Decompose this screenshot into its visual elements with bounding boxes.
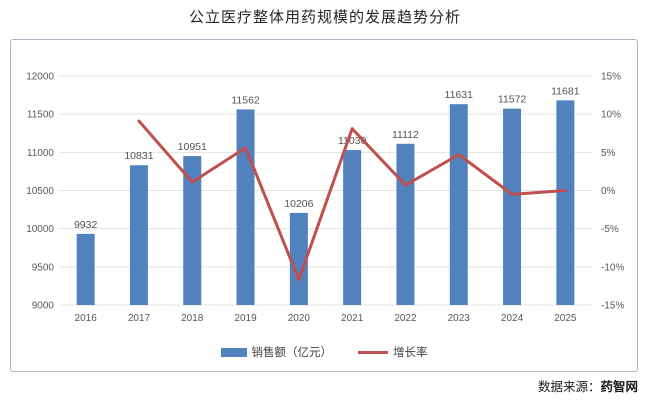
right-axis-tick: 5%	[601, 148, 616, 159]
bar-value-label: 10206	[284, 198, 313, 210]
x-axis-label: 2025	[554, 313, 577, 324]
data-source-prefix: 数据来源：	[537, 380, 601, 394]
bar-2025	[556, 100, 575, 305]
left-axis-tick: 11000	[27, 148, 55, 159]
combo-chart: 9000 -15% 9500 -10% 10000 -5% 10500 0% 11000 5% 11…	[26, 72, 624, 325]
left-axis-tick: 9500	[32, 262, 55, 273]
growth-rate-line	[137, 119, 567, 282]
x-axis-label: 2022	[394, 313, 417, 324]
bar-value-label: 10831	[124, 150, 153, 162]
bar-value-label: 11562	[231, 94, 260, 106]
legend-item-sales: 销售额（亿元）	[220, 344, 333, 360]
left-axis-tick: 11500	[27, 110, 55, 121]
bar-value-label: 9932	[74, 219, 98, 231]
right-axis-tick: -5%	[601, 224, 619, 235]
left-axis-tick: 12000	[26, 72, 54, 83]
chart-frame: 9000 -15% 9500 -10% 10000 -5% 10500 0% 11000 5% 11…	[10, 39, 638, 372]
bar-value-label: 10951	[178, 141, 207, 153]
right-axis-tick: 0%	[601, 186, 616, 197]
bar-2023	[449, 104, 468, 306]
left-axis-tick: 10000	[26, 224, 54, 235]
bar-2021	[343, 150, 362, 305]
bar-value-label: 11112	[392, 129, 419, 141]
x-axis-label: 2023	[448, 313, 471, 324]
bar-2024	[503, 108, 522, 305]
bar-2022	[396, 143, 415, 305]
bar-swatch-icon	[220, 347, 247, 357]
x-axis-label: 2018	[181, 313, 204, 324]
x-axis-label: 2016	[75, 313, 98, 324]
x-axis-label: 2024	[501, 313, 524, 324]
bar-2020	[289, 212, 308, 305]
chart-legend: 销售额（亿元） 增长率	[11, 344, 637, 360]
page-title: 公立医疗整体用药规模的发展趋势分析	[188, 9, 461, 26]
bar-2016	[76, 233, 95, 305]
bar-2018	[183, 156, 202, 305]
data-source: 数据来源：药智网	[538, 376, 638, 395]
legend-label-growth: 增长率	[393, 347, 428, 359]
right-axis-tick: 10%	[601, 110, 621, 121]
legend-label-sales: 销售额（亿元）	[251, 347, 333, 359]
line-swatch-icon	[358, 350, 388, 354]
bar-2017	[129, 165, 148, 305]
bar-value-label: 11572	[498, 94, 527, 106]
right-axis-tick: -10%	[601, 262, 624, 273]
data-source-name: 药智网	[600, 380, 638, 394]
left-axis-tick: 10500	[26, 186, 54, 197]
right-axis-tick: 15%	[601, 72, 621, 83]
left-axis-tick: 9000	[32, 301, 55, 312]
legend-item-growth: 增长率	[358, 344, 428, 360]
right-axis-tick: -15%	[601, 301, 624, 312]
x-axis-label: 2017	[128, 313, 151, 324]
bar-value-label: 11631	[445, 89, 474, 101]
x-axis-label: 2020	[288, 313, 311, 324]
bar-value-label: 11681	[551, 85, 580, 97]
bar-2019	[236, 109, 255, 306]
x-axis-label: 2019	[234, 313, 257, 324]
x-axis-label: 2021	[341, 313, 364, 324]
